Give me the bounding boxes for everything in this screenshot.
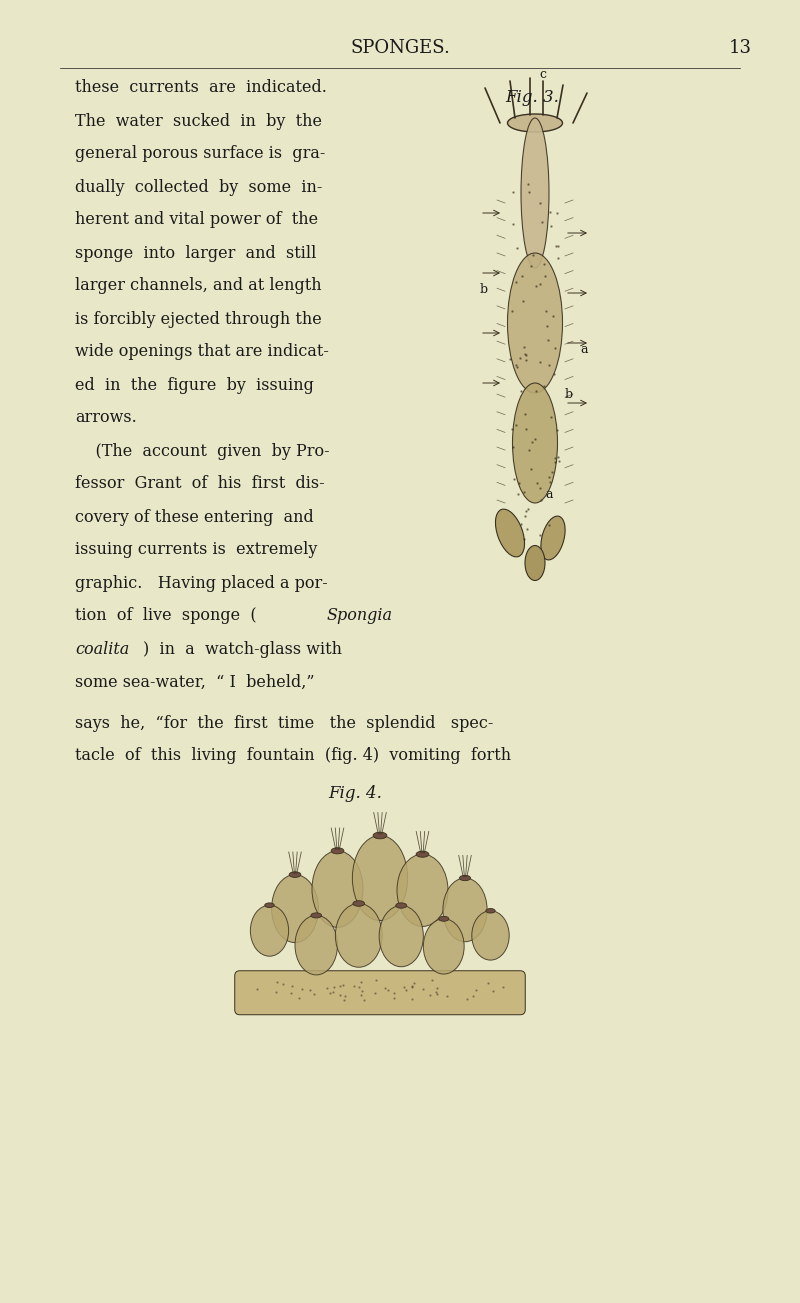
Text: a: a [580,343,587,356]
Ellipse shape [373,833,387,839]
Ellipse shape [397,855,448,926]
Text: issuing currents is  extremely: issuing currents is extremely [75,542,318,559]
Ellipse shape [396,903,406,908]
Ellipse shape [352,835,408,920]
Ellipse shape [525,546,545,581]
Ellipse shape [250,906,289,956]
Text: (The  account  given  by Pro-: (The account given by Pro- [75,443,330,460]
Text: arrows.: arrows. [75,409,137,426]
Ellipse shape [331,848,344,853]
Text: tacle  of  this  living  fountain  (fig. 4)  vomiting  forth: tacle of this living fountain (fig. 4) v… [75,748,511,765]
Ellipse shape [272,874,318,942]
Ellipse shape [438,916,449,921]
Text: The  water  sucked  in  by  the: The water sucked in by the [75,112,322,129]
Ellipse shape [265,903,274,907]
Text: b: b [565,388,573,401]
Ellipse shape [472,911,509,960]
Ellipse shape [495,509,525,556]
Text: Fig. 3.: Fig. 3. [505,90,559,107]
Text: fessor  Grant  of  his  first  dis-: fessor Grant of his first dis- [75,476,325,493]
Ellipse shape [311,913,322,917]
Ellipse shape [507,253,562,394]
Text: 13: 13 [729,39,751,57]
Ellipse shape [507,113,562,132]
Text: herent and vital power of  the: herent and vital power of the [75,211,318,228]
Ellipse shape [423,919,464,975]
Text: these  currents  are  indicated.: these currents are indicated. [75,79,327,96]
Text: SPONGES.: SPONGES. [350,39,450,57]
Text: Fig. 4.: Fig. 4. [328,784,382,801]
Ellipse shape [312,851,363,928]
Ellipse shape [521,119,549,268]
Text: some sea-water,  “ I  beheld,”: some sea-water, “ I beheld,” [75,674,314,691]
Text: larger channels, and at length: larger channels, and at length [75,278,322,294]
Text: Spongia: Spongia [327,607,393,624]
Ellipse shape [353,900,365,907]
Text: sponge  into  larger  and  still: sponge into larger and still [75,245,316,262]
Ellipse shape [513,383,558,503]
Text: a: a [545,489,553,500]
Text: general porous surface is  gra-: general porous surface is gra- [75,146,326,163]
Text: c: c [539,68,546,81]
Ellipse shape [289,872,301,877]
Text: ed  in  the  figure  by  issuing: ed in the figure by issuing [75,377,314,394]
Text: says  he,  “for  the  first  time   the  splendid   spec-: says he, “for the first time the splendi… [75,714,494,731]
Ellipse shape [443,878,487,942]
Text: graphic.   Having placed a por-: graphic. Having placed a por- [75,575,328,592]
Ellipse shape [379,906,423,967]
Text: coalita: coalita [75,641,130,658]
FancyBboxPatch shape [234,971,526,1015]
Ellipse shape [295,916,338,975]
Ellipse shape [335,903,382,967]
Text: covery of these entering  and: covery of these entering and [75,508,314,525]
Ellipse shape [416,851,429,857]
Text: )  in  a  watch-glass with: ) in a watch-glass with [143,641,342,658]
Text: b: b [480,283,488,296]
Text: wide openings that are indicat-: wide openings that are indicat- [75,344,329,361]
Ellipse shape [541,516,565,560]
Text: tion  of  live  sponge  (: tion of live sponge ( [75,607,257,624]
Ellipse shape [486,908,495,913]
Ellipse shape [459,876,470,881]
Text: dually  collected  by  some  in-: dually collected by some in- [75,179,322,195]
Text: is forcibly ejected through the: is forcibly ejected through the [75,310,322,327]
